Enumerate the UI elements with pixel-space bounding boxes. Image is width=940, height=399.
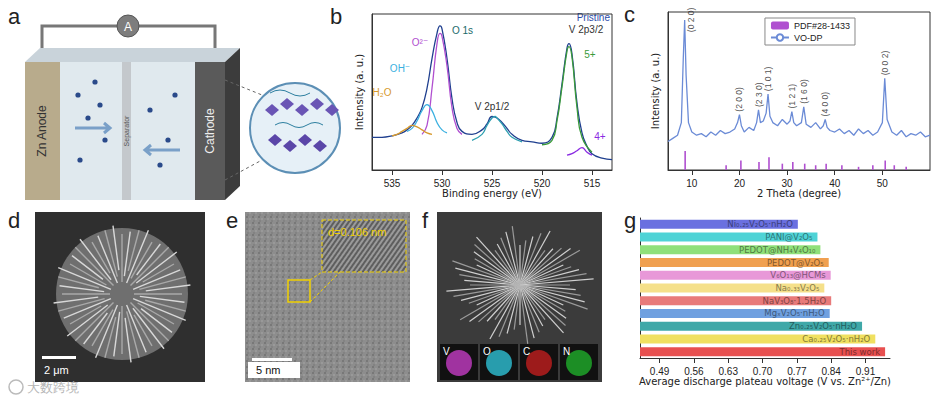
svg-text:(4 0 0): (4 0 0): [820, 92, 830, 117]
svg-text:Na₀.₃₃V₂O₅: Na₀.₃₃V₂O₅: [776, 283, 820, 293]
svg-text:(1 2 1): (1 2 1): [787, 84, 797, 109]
svg-text:5 nm: 5 nm: [256, 364, 280, 376]
svg-text:V: V: [443, 346, 450, 357]
svg-text:NaV₃O₈·1.5H₂O: NaV₃O₈·1.5H₂O: [763, 296, 827, 306]
svg-text:(1 6 0): (1 6 0): [799, 79, 809, 104]
svg-text:O: O: [483, 346, 491, 357]
svg-text:Intensity (a. u.): Intensity (a. u.): [650, 53, 661, 130]
svg-text:2 Theta (degree): 2 Theta (degree): [757, 188, 841, 199]
svg-text:Zn₀.₂₅V₂O₅·nH₂O: Zn₀.₂₅V₂O₅·nH₂O: [789, 321, 857, 331]
svg-text:(1 0 1): (1 0 1): [763, 66, 773, 91]
svg-text:g: g: [624, 208, 636, 233]
svg-text:c: c: [624, 2, 635, 27]
svg-text:0.56: 0.56: [684, 366, 704, 377]
svg-text:525: 525: [484, 178, 501, 189]
svg-text:Intensity (a. u.): Intensity (a. u.): [354, 54, 365, 131]
svg-text:Zn Anode: Zn Anode: [35, 105, 49, 157]
svg-text:a: a: [8, 4, 21, 29]
svg-text:Cathode: Cathode: [203, 108, 217, 154]
svg-text:(0 0 2): (0 0 2): [880, 51, 890, 76]
svg-text:V₆O₁₃@HCMs: V₆O₁₃@HCMs: [770, 270, 826, 280]
svg-text:b: b: [330, 4, 342, 29]
svg-text:Average discharge plateau volt: Average discharge plateau voltage (V vs.…: [639, 376, 891, 387]
svg-text:e: e: [226, 208, 238, 233]
svg-text:(2 3 0): (2 3 0): [754, 82, 764, 107]
svg-text:d=0.106 nm: d=0.106 nm: [328, 226, 386, 238]
svg-text:0.63: 0.63: [719, 366, 739, 377]
svg-text:PDF#28-1433: PDF#28-1433: [794, 21, 850, 31]
svg-text:520: 520: [534, 178, 551, 189]
svg-text:大数跨境: 大数跨境: [27, 380, 79, 395]
svg-text:C: C: [523, 346, 530, 357]
svg-text:PEDOT@NH₄V₄O₁₀: PEDOT@NH₄V₄O₁₀: [739, 245, 816, 255]
svg-text:535: 535: [384, 178, 401, 189]
svg-text:Ca₀.₂₅V₂O₅·nH₂O: Ca₀.₂₅V₂O₅·nH₂O: [802, 334, 870, 344]
svg-text:0.91: 0.91: [856, 366, 876, 377]
svg-text:N: N: [563, 346, 570, 357]
svg-text:f: f: [422, 208, 429, 233]
svg-text:This work: This work: [838, 347, 880, 357]
svg-text:PEDOT@V₂O₅: PEDOT@V₂O₅: [767, 258, 824, 268]
svg-text:0.70: 0.70: [753, 366, 773, 377]
svg-text:40: 40: [829, 178, 841, 189]
svg-text:10: 10: [686, 178, 698, 189]
svg-text:A: A: [124, 20, 132, 34]
svg-text:515: 515: [584, 178, 601, 189]
svg-text:(0 2 0): (0 2 0): [686, 7, 696, 32]
svg-text:0.77: 0.77: [787, 366, 807, 377]
svg-text:(2 0 0): (2 0 0): [734, 87, 744, 112]
svg-text:Ni₀.₂₅V₂O₅·nH₂O: Ni₀.₂₅V₂O₅·nH₂O: [727, 219, 793, 229]
svg-text:50: 50: [877, 178, 889, 189]
svg-text:MgₓV₂O₅·nH₂O: MgₓV₂O₅·nH₂O: [764, 308, 825, 318]
svg-text:20: 20: [734, 178, 746, 189]
svg-text:VO-DP: VO-DP: [794, 33, 823, 43]
svg-text:0.84: 0.84: [821, 366, 841, 377]
svg-text:Binding energy (eV): Binding energy (eV): [442, 188, 542, 199]
svg-text:0.49: 0.49: [650, 366, 670, 377]
svg-text:530: 530: [434, 178, 451, 189]
svg-text:2 μm: 2 μm: [44, 364, 69, 376]
svg-text:d: d: [8, 208, 20, 233]
svg-text:30: 30: [782, 178, 794, 189]
svg-text:PANI@V₂O₅: PANI@V₂O₅: [765, 232, 812, 242]
svg-text:Separator: Separator: [123, 115, 131, 146]
